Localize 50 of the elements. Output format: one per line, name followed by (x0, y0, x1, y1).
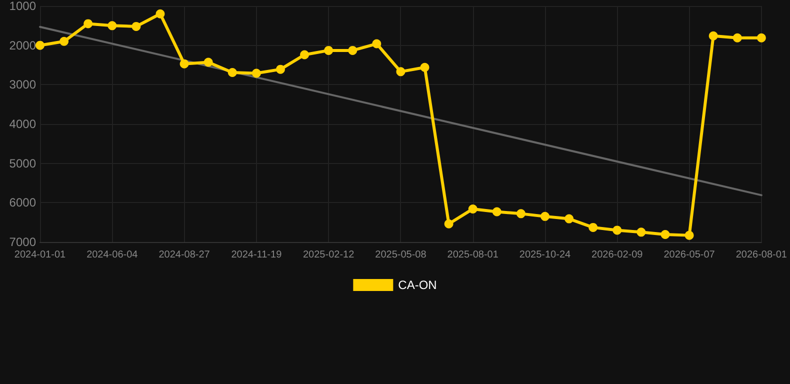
point (444, 219, 454, 228)
x-tick-label: 2025-05-08 (375, 250, 427, 260)
point (660, 230, 670, 240)
point (540, 212, 550, 221)
x-tick-label: 2026-08-01 (736, 250, 788, 260)
point (396, 67, 406, 76)
x-tick-label: 2025-10-24 (519, 250, 572, 260)
point (276, 64, 285, 74)
point (36, 40, 44, 50)
point (300, 50, 310, 60)
y-tick-label: 2000 (9, 38, 36, 52)
x-tick-label: 2026-05-07 (664, 250, 716, 260)
point (492, 207, 502, 216)
x-tick-label: 2024-06-04 (86, 250, 138, 260)
point (132, 22, 141, 31)
y-tick-label: 4000 (9, 117, 36, 131)
y-tick-label: 1000 (9, 0, 36, 13)
point (252, 68, 261, 78)
x-tick-label: 2026-02-09 (592, 250, 644, 260)
point (108, 21, 117, 30)
y-tick-label: 3000 (9, 78, 36, 92)
x-tick-label: 2024-11-19 (231, 250, 282, 260)
point (708, 31, 718, 40)
point (420, 62, 430, 72)
legend-label: CA-ON (398, 278, 437, 292)
point (612, 226, 622, 235)
point (60, 36, 69, 46)
point (564, 214, 574, 224)
point (732, 33, 742, 42)
point (516, 209, 526, 218)
point (204, 58, 213, 67)
point (684, 230, 694, 240)
x-tick-label: 2025-02-12 (302, 250, 355, 260)
point (468, 204, 478, 214)
point (156, 9, 165, 18)
point (588, 222, 598, 232)
point (372, 39, 382, 48)
point (348, 46, 358, 55)
point (636, 228, 646, 237)
point (756, 33, 766, 42)
point (180, 59, 189, 68)
x-tick-label: 2025-08-01 (447, 250, 499, 260)
point (324, 46, 334, 55)
x-tick-label: 2024-08-27 (158, 250, 210, 260)
point (84, 19, 93, 28)
y-tick-label: 6000 (9, 196, 36, 210)
y-tick-label: 5000 (9, 156, 36, 170)
point (228, 68, 237, 77)
y-tick-label: 7000 (9, 235, 36, 249)
x-tick-label: 2024-01-01 (14, 250, 66, 260)
